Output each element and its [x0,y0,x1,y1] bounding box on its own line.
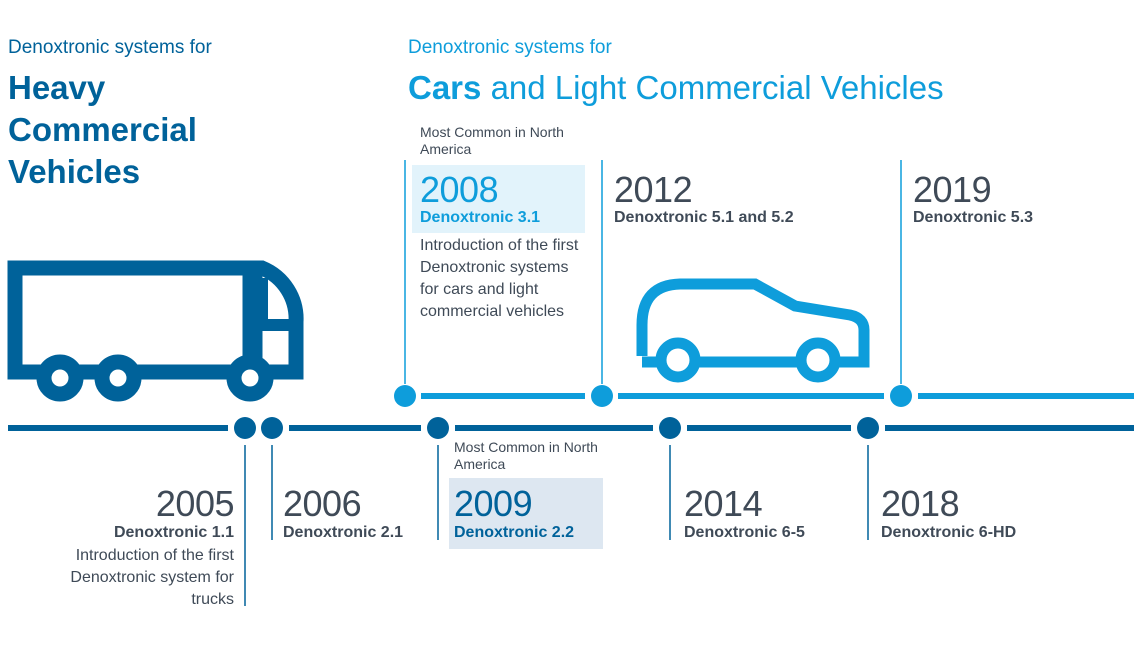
year-2019: 2019 [913,169,992,210]
truck-icon [7,260,304,402]
year-2018: 2018 [881,483,960,524]
desc-2005: Introduction of the first Denoxtronic sy… [70,547,234,608]
heavy-title-line: Vehicles [8,153,141,190]
timeline-dot-2019 [890,385,912,407]
timeline-dot-2006 [261,417,283,439]
model-2018: Denoxtronic 6-HD [881,524,1017,541]
desc-2008: Introduction of the first Denoxtronic sy… [420,237,579,320]
timeline-dot-2018 [857,417,879,439]
model-2012: Denoxtronic 5.1 and 5.2 [614,209,794,226]
heavy-timeline [8,425,1134,606]
cars-timeline [404,160,1134,399]
cars-title: Cars and Light Commercial Vehicles [408,67,944,109]
timeline-dot-2008 [394,385,416,407]
note-2008: Most Common in North America [420,124,564,157]
heavy-title-line: Commercial [8,111,197,148]
timeline-dot-2009 [427,417,449,439]
model-2008: Denoxtronic 3.1 [420,209,541,226]
cars-kicker: Denoxtronic systems for [408,37,612,58]
cars-title-bold: Cars [408,69,482,106]
model-2006: Denoxtronic 2.1 [283,524,404,541]
car-icon [636,278,870,383]
heavy-title-line: Heavy [8,69,106,106]
heavy-title: Heavy Commercial Vehicles [8,67,197,193]
highlight-2008 [412,165,585,233]
model-2009: Denoxtronic 2.2 [454,524,575,541]
timeline-dot-2012 [591,385,613,407]
cars-title-rest: and Light Commercial Vehicles [490,69,944,106]
year-2009: 2009 [454,483,533,524]
model-2014: Denoxtronic 6-5 [684,524,805,541]
year-2012: 2012 [614,169,693,210]
year-2006: 2006 [283,483,362,524]
year-2005: 2005 [155,483,235,524]
heavy-kicker: Denoxtronic systems for [8,37,212,58]
highlight-2009 [449,478,603,549]
note-2009: Most Common in North America [454,439,598,472]
year-2014: 2014 [684,483,763,524]
year-2008: 2008 [420,169,499,210]
timeline-dot-2005 [234,417,256,439]
model-2019: Denoxtronic 5.3 [913,209,1034,226]
model-2005: Denoxtronic 1.1 [113,524,234,541]
timeline-dot-2014 [659,417,681,439]
